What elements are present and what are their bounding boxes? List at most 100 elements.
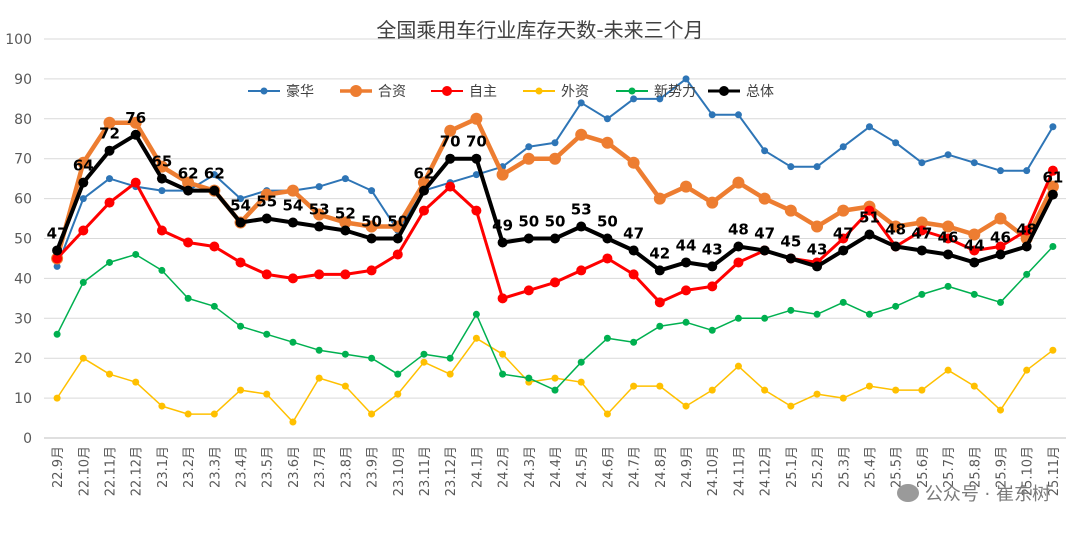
data-point (79, 195, 87, 203)
data-label: 64 (73, 157, 94, 175)
data-point (758, 192, 771, 205)
data-point (53, 262, 61, 270)
data-point (418, 185, 429, 196)
y-tick-label: 10 (14, 391, 32, 407)
data-point (365, 220, 378, 233)
data-point (838, 233, 849, 244)
data-point (261, 269, 272, 280)
data-point (969, 245, 980, 256)
y-tick-label: 30 (14, 311, 32, 327)
data-point (918, 159, 926, 167)
data-point (523, 285, 534, 296)
data-point (130, 129, 141, 140)
data-point (811, 220, 824, 233)
data-point (708, 386, 716, 394)
y-tick-label: 100 (5, 32, 32, 48)
data-label: 72 (99, 125, 120, 143)
data-point (472, 334, 480, 342)
x-tick-label: 24.8月 (654, 446, 669, 488)
data-point (994, 212, 1007, 225)
data-label: 61 (1042, 169, 1063, 187)
data-label: 70 (440, 133, 461, 151)
legend-swatch-marker (628, 87, 636, 95)
data-label: 47 (911, 224, 932, 242)
data-point (784, 204, 797, 217)
data-point (892, 302, 900, 310)
data-point (237, 322, 245, 330)
data-point (865, 310, 873, 318)
x-tick-label: 24.7月 (628, 446, 643, 488)
y-tick-label: 50 (14, 232, 32, 248)
data-point (839, 143, 847, 151)
x-tick-label: 24.4月 (549, 446, 564, 488)
data-point (106, 175, 114, 183)
data-point (158, 402, 166, 410)
chart-title: 全国乘用车行业库存天数-未来三个月 (376, 18, 704, 42)
data-point (601, 136, 614, 149)
data-point (630, 95, 638, 103)
data-point (681, 257, 692, 268)
x-tick-label: 22.11月 (104, 446, 119, 496)
data-label: 70 (466, 133, 487, 151)
data-point (837, 204, 850, 217)
data-point (182, 176, 195, 189)
x-tick-label: 23.3月 (208, 446, 223, 488)
data-point (183, 237, 194, 248)
data-point (525, 374, 533, 382)
x-tick-label: 25.7月 (942, 446, 957, 488)
data-point (287, 273, 298, 284)
x-tick-label: 25.9月 (994, 446, 1009, 488)
data-point (339, 216, 352, 229)
data-point (864, 229, 875, 240)
data-label: 54 (230, 197, 251, 215)
data-point (708, 111, 716, 119)
series-新势力 (53, 242, 1057, 394)
data-point (445, 181, 456, 192)
legend-swatch-marker (719, 86, 729, 96)
x-tick-label: 23.9月 (366, 446, 381, 488)
data-label: 50 (387, 213, 408, 231)
data-point (576, 221, 587, 232)
data-point (1023, 270, 1031, 278)
data-point (78, 177, 89, 188)
data-point (732, 176, 745, 189)
data-point (235, 257, 246, 268)
data-point (916, 225, 927, 236)
data-point (682, 402, 690, 410)
data-point (156, 173, 167, 184)
data-point (918, 290, 926, 298)
data-point (155, 160, 168, 173)
data-point (996, 167, 1004, 175)
data-point (890, 241, 901, 252)
data-point (366, 233, 377, 244)
data-point (315, 183, 323, 191)
data-label: 50 (597, 213, 618, 231)
data-point (235, 217, 246, 228)
data-point (341, 350, 349, 358)
data-point (602, 233, 613, 244)
data-label: 65 (151, 153, 172, 171)
data-label: 47 (754, 224, 775, 242)
data-point (970, 290, 978, 298)
total-data-labels: 47 64 72 76 65 62 62 54 55 54 53 52 50 50 62 70 70 49 50 50… (47, 109, 1064, 263)
data-point (499, 370, 507, 378)
data-point (968, 228, 981, 241)
data-point (865, 123, 873, 131)
data-point (499, 350, 507, 358)
data-point (314, 269, 325, 280)
data-point (656, 382, 664, 390)
data-point (761, 314, 769, 322)
data-point (996, 298, 1004, 306)
x-tick-label: 23.7月 (313, 446, 328, 488)
data-label: 76 (125, 109, 146, 127)
data-point (132, 378, 140, 386)
data-point (628, 269, 639, 280)
data-point (916, 245, 927, 256)
data-point (210, 302, 218, 310)
data-point (420, 358, 428, 366)
x-tick-label: 22.12月 (130, 446, 145, 496)
data-label: 50 (361, 213, 382, 231)
data-label: 62 (204, 165, 225, 183)
data-point (103, 116, 116, 129)
data-label: 62 (414, 165, 435, 183)
